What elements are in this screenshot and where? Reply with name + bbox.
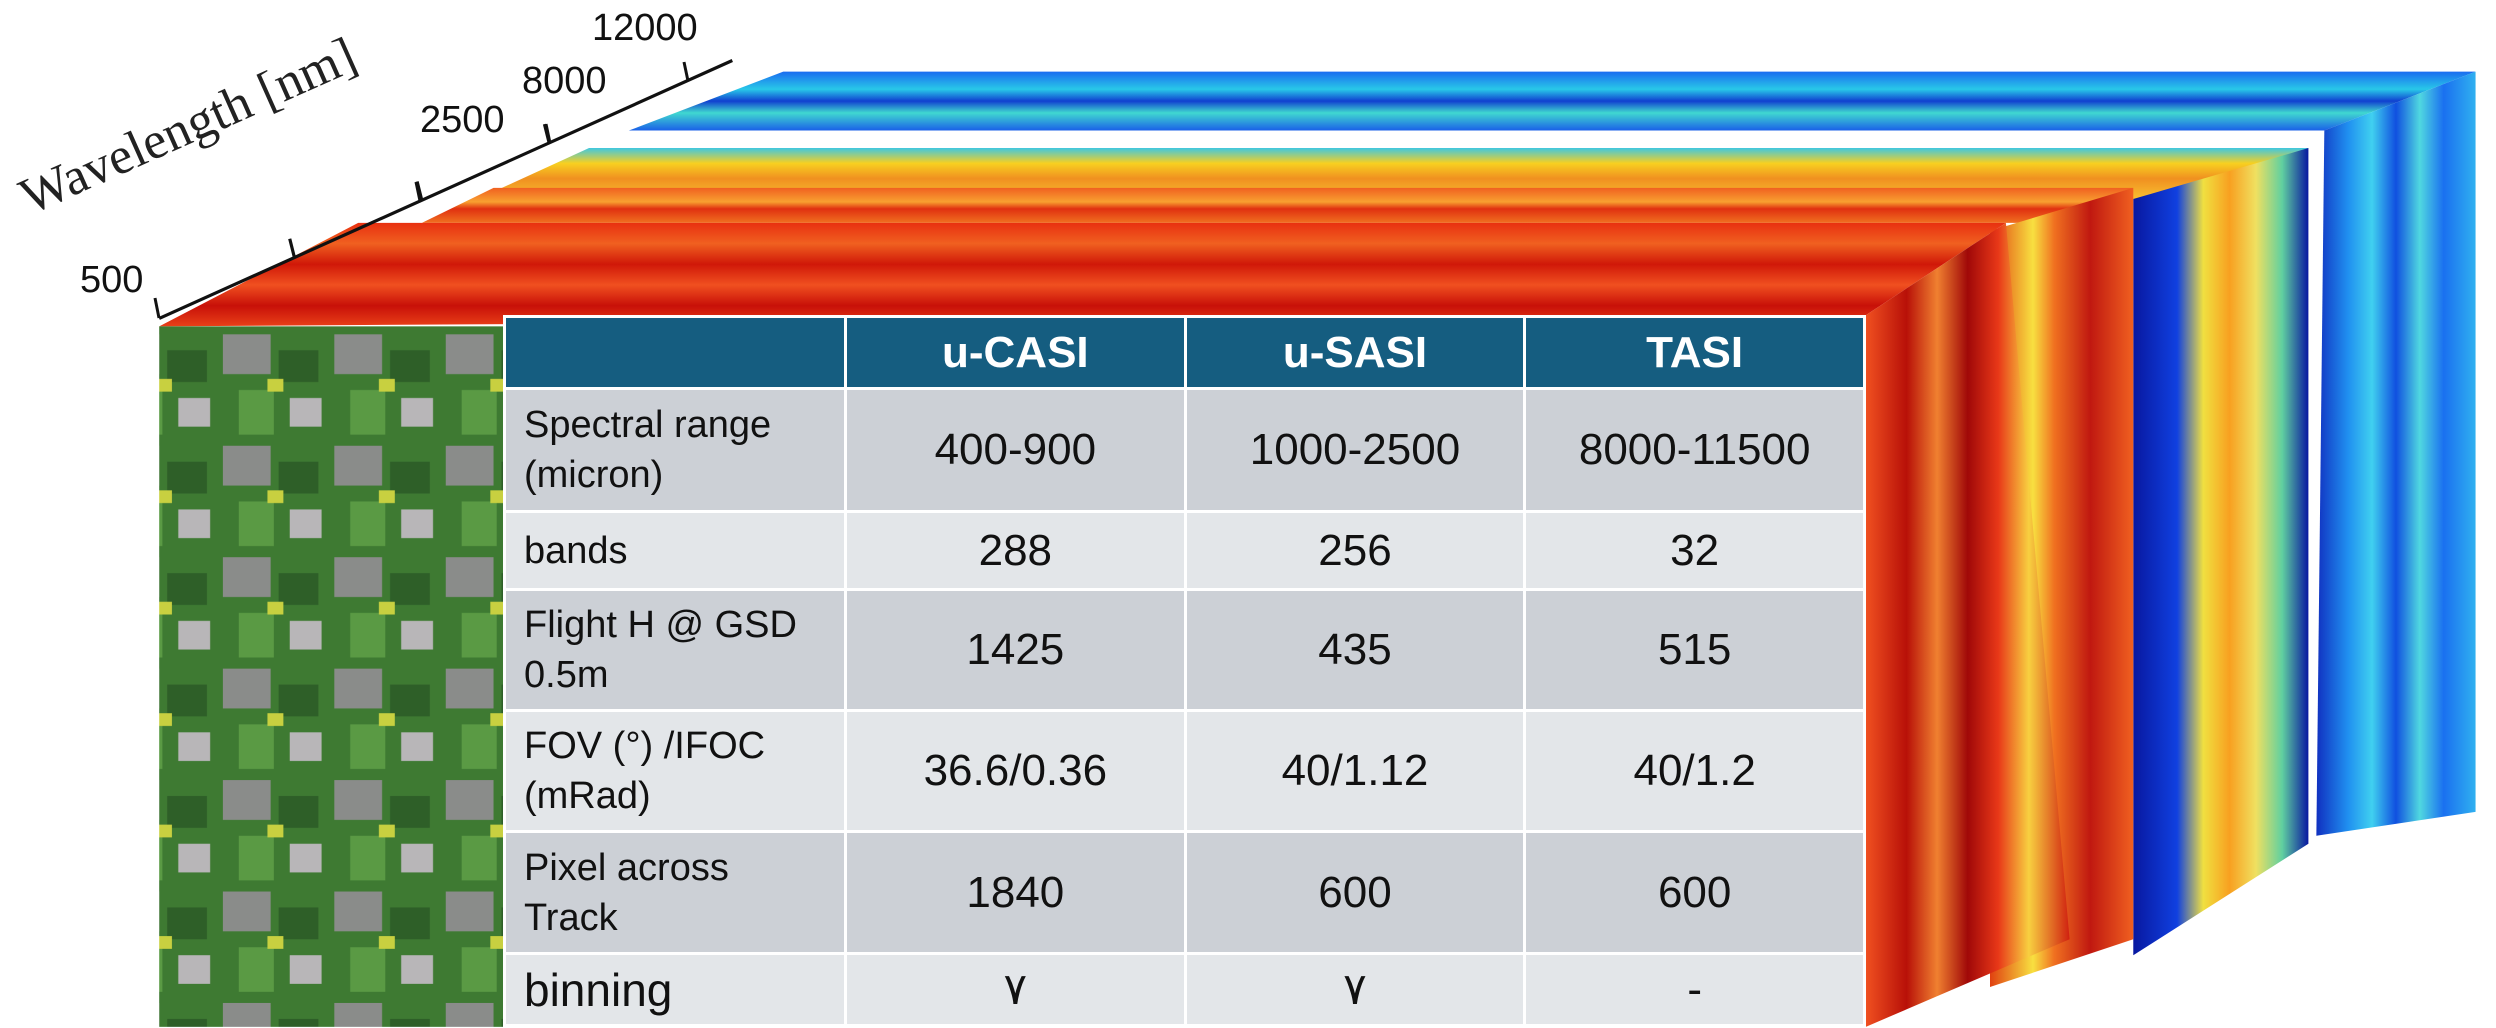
table-row: Pixel across Track 1840 600 600 bbox=[503, 830, 1866, 955]
header-cell: u-CASI bbox=[844, 315, 1187, 390]
tick-mark bbox=[682, 61, 690, 82]
cell: 32 bbox=[1523, 510, 1866, 591]
row-label: FOV (°) /IFOC (mRad) bbox=[503, 709, 847, 833]
spec-table: u-CASI u-SASI TASI Spectral range (micro… bbox=[503, 315, 1866, 1027]
cell: 400-900 bbox=[844, 387, 1187, 513]
tick-label: 2500 bbox=[420, 99, 505, 141]
header-cell: TASI bbox=[1523, 315, 1866, 390]
cell: 40/1.2 bbox=[1523, 709, 1866, 833]
cell: 288 bbox=[844, 510, 1187, 591]
cell: 8000-11500 bbox=[1523, 387, 1866, 513]
table-row: binning ٧ ٧- bbox=[503, 952, 1866, 1027]
table-row: bands 288 256 32 bbox=[503, 510, 1866, 591]
cell: 1425 bbox=[844, 588, 1187, 712]
cell: - bbox=[1523, 952, 1866, 1027]
cell: 600 bbox=[1183, 830, 1527, 955]
axis-title: Wavelength [nm] bbox=[12, 27, 365, 226]
tick-mark bbox=[414, 181, 422, 202]
cell: 600 bbox=[1523, 830, 1866, 955]
cell: ٧ bbox=[844, 952, 1187, 1027]
tick-label: 8000 bbox=[522, 60, 607, 102]
row-label: binning bbox=[503, 952, 847, 1027]
header-row: u-CASI u-SASI TASI bbox=[503, 315, 1866, 390]
header-cell: u-SASI bbox=[1183, 315, 1527, 390]
row-label: Pixel across Track bbox=[503, 830, 847, 955]
table-row: Spectral range (micron) 400-900 1000-2500 8… bbox=[503, 387, 1866, 513]
cell: 515 bbox=[1523, 588, 1866, 712]
tick-mark bbox=[153, 297, 161, 319]
cell: ٧ bbox=[1183, 952, 1527, 1027]
cell: 256 bbox=[1183, 510, 1527, 591]
tick-mark bbox=[544, 123, 552, 144]
tick-label: 12000 bbox=[592, 7, 698, 49]
row-label: bands bbox=[503, 510, 847, 591]
cell: 1000-2500 bbox=[1183, 387, 1527, 513]
row-label: Spectral range (micron) bbox=[503, 387, 847, 513]
cell: 1840 bbox=[844, 830, 1187, 955]
cell: 435 bbox=[1183, 588, 1527, 712]
tick-label: 500 bbox=[80, 259, 143, 301]
table-row: Flight H @ GSD 0.5m 1425 435 515 bbox=[503, 588, 1866, 712]
cube-drawing bbox=[158, 59, 2476, 1027]
row-label: Flight H @ GSD 0.5m bbox=[503, 588, 847, 712]
cell: 40/1.12 bbox=[1183, 709, 1527, 833]
header-blank bbox=[503, 315, 847, 390]
cell: 36.6/0.36 bbox=[844, 709, 1187, 833]
table-row: FOV (°) /IFOC (mRad) 36.6/0.36 40/1.12 40/1… bbox=[503, 709, 1866, 833]
